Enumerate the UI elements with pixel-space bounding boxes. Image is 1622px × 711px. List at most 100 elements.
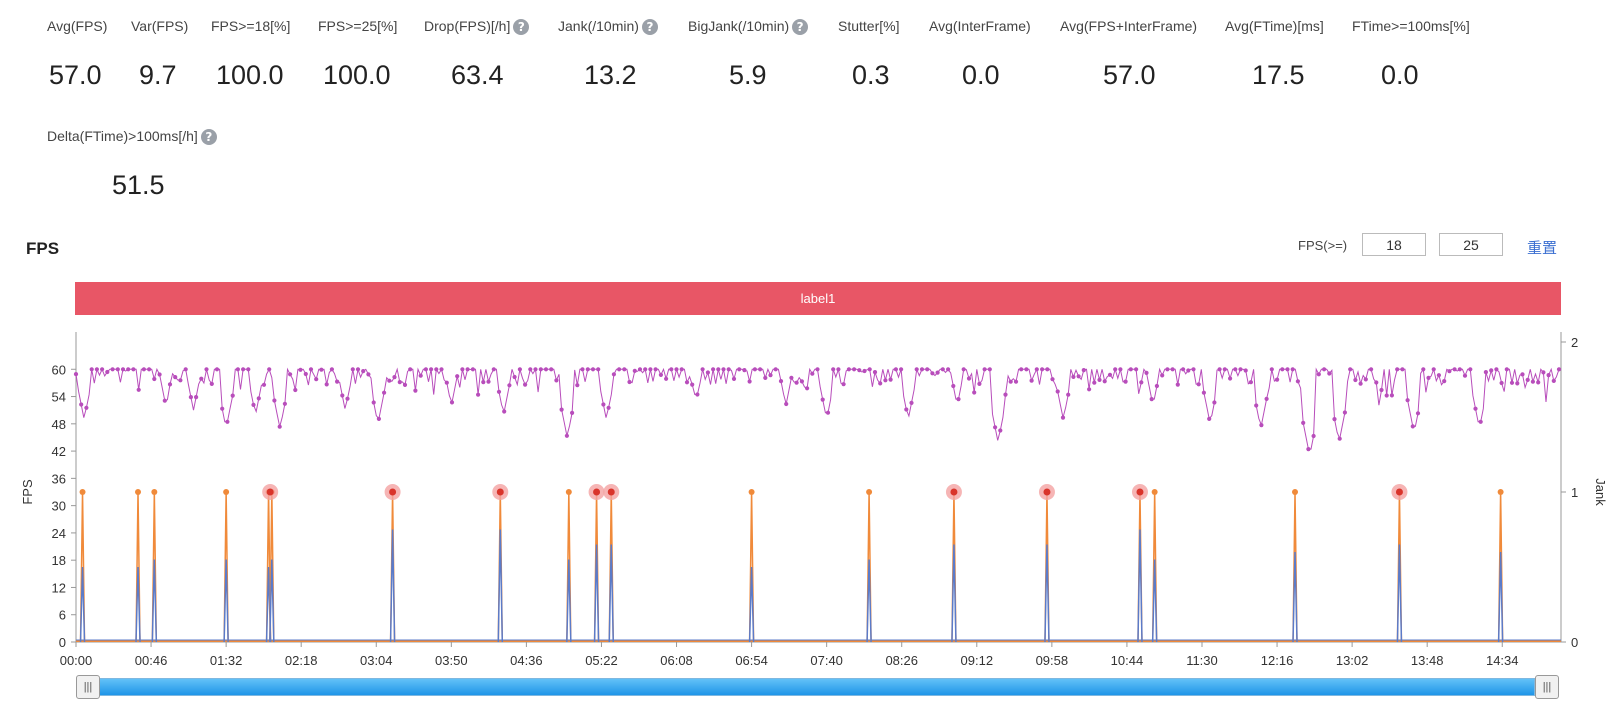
jank-point [1151, 489, 1158, 495]
frametime-spike [593, 544, 600, 643]
x-tick-label: 06:08 [660, 653, 693, 668]
fps-point [643, 367, 648, 372]
fps-point [1509, 380, 1515, 385]
fps-point [810, 371, 815, 376]
fps-point [1076, 374, 1081, 379]
fps-point [157, 372, 162, 377]
frametime-spike [566, 559, 572, 643]
fps-point [1071, 374, 1076, 379]
fps-point [387, 378, 392, 383]
fps-point [397, 380, 402, 385]
fps-point [167, 382, 173, 387]
fps-point [1034, 367, 1039, 372]
y-tick-label: 18 [52, 553, 66, 568]
fps-point [434, 367, 439, 372]
metric-value: 0.0 [1381, 60, 1419, 90]
fps-point [1452, 367, 1457, 372]
y2-tick-label: 1 [1571, 485, 1578, 500]
fps-point [1353, 377, 1358, 383]
fps-point [89, 367, 94, 372]
fps-point [1327, 371, 1332, 376]
fps-point [1139, 380, 1144, 385]
fps-point [1264, 396, 1269, 401]
fps-point [820, 397, 825, 402]
fps-threshold-low-input[interactable] [1362, 233, 1426, 256]
y2-tick-label: 0 [1571, 635, 1578, 650]
fps-point [241, 367, 246, 372]
fps-point [1431, 367, 1436, 372]
y-tick-label: 54 [52, 390, 66, 405]
metric-label: Avg(FPS+InterFrame) [1060, 18, 1197, 34]
fps-point [288, 372, 293, 377]
fps-point [1436, 373, 1441, 378]
fps-point [449, 400, 455, 405]
help-icon[interactable]: ? [792, 19, 809, 36]
metric-label: Var(FPS) [131, 18, 188, 34]
fps-point [141, 367, 146, 372]
fps-point [1160, 373, 1165, 378]
help-icon[interactable]: ? [200, 129, 217, 146]
fps-point [324, 382, 329, 387]
fps-point [110, 367, 115, 372]
fps-point [867, 367, 872, 372]
fps-point [481, 380, 486, 385]
fps-point [1186, 368, 1191, 373]
fps-point [517, 367, 523, 372]
fps-point [1462, 373, 1468, 378]
frametime-spike [866, 559, 872, 643]
x-tick-label: 00:46 [135, 653, 168, 668]
fps-point [1008, 379, 1013, 384]
fps-point [413, 388, 418, 393]
metric-label-text: BigJank(/10min) [688, 18, 790, 34]
fps-point [1102, 379, 1107, 384]
fps-point [1504, 367, 1509, 372]
metric-value: 51.5 [112, 170, 165, 200]
fps-point [940, 367, 945, 372]
fps-point [235, 367, 240, 372]
fps-point [147, 367, 152, 372]
fps-point [721, 367, 726, 372]
y-tick-label: 36 [52, 471, 66, 486]
fps-point [1212, 400, 1217, 405]
y2-axis-label: Jank [1593, 478, 1608, 506]
fps-point [580, 367, 585, 372]
timeline-slider-track[interactable] [76, 678, 1535, 696]
fps-point [79, 402, 84, 407]
metric-label-text: Avg(FPS) [47, 18, 108, 34]
fps-point [1238, 367, 1243, 372]
fps-point [888, 377, 893, 382]
fps-point [1019, 367, 1024, 372]
fps-point [747, 379, 752, 384]
fps-point [455, 374, 460, 379]
fps-point [1525, 377, 1530, 382]
fps-point [1045, 367, 1050, 372]
fps-point [731, 376, 737, 381]
fps-point [1363, 377, 1368, 382]
metric-label-text: Var(FPS) [131, 18, 189, 34]
metric-label: BigJank(/10min)? [688, 18, 809, 36]
help-icon[interactable]: ? [513, 19, 530, 36]
fps-point [1494, 367, 1499, 372]
fps-point [1389, 393, 1394, 398]
fps-point [669, 367, 674, 372]
label-bar[interactable]: label1 [75, 282, 1561, 315]
reset-button[interactable]: 重置 [1527, 240, 1558, 257]
fps-point [131, 367, 136, 372]
timeline-slider-start-handle[interactable]: ||| [76, 675, 100, 699]
fps-point [476, 392, 481, 397]
fps-point [596, 367, 601, 372]
fps-threshold-high-input[interactable] [1439, 233, 1503, 256]
fps-point [1442, 379, 1447, 384]
x-tick-label: 09:58 [1036, 653, 1069, 668]
x-tick-label: 12:16 [1261, 653, 1294, 668]
timeline-slider-end-handle[interactable]: ||| [1535, 675, 1559, 699]
fps-point [1175, 382, 1180, 387]
fps-point [319, 367, 324, 372]
fps-point [194, 395, 199, 400]
fps-point [1092, 380, 1097, 385]
metric-label: Jank(/10min)? [558, 18, 658, 36]
help-icon[interactable]: ? [641, 19, 658, 36]
bigjank-point [607, 488, 615, 496]
fps-point [752, 367, 758, 372]
